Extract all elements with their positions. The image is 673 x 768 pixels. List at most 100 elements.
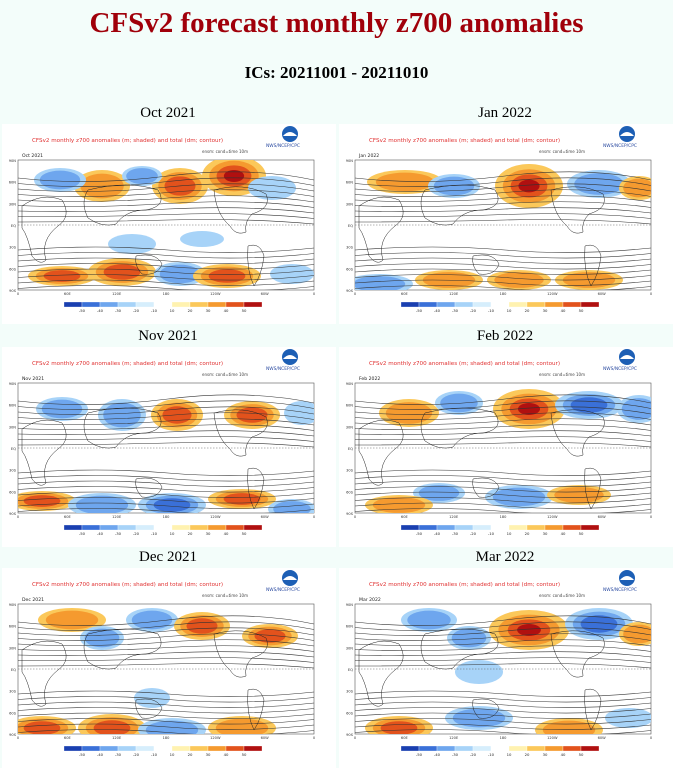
colorbar-tick-label: 20	[188, 531, 193, 536]
negative-anomaly	[440, 393, 478, 413]
colorbar-tick-label: 40	[224, 752, 229, 757]
colorbar-segment	[400, 745, 420, 752]
positive-anomaly	[372, 497, 426, 513]
panel-ensemble-text: ensm: cond=time 10m	[202, 149, 248, 154]
page-subtitle: ICs: 20211001 - 20211010	[244, 63, 429, 82]
contour-line	[355, 424, 651, 431]
lat-label: 30S	[9, 690, 17, 694]
lat-label: 30N	[9, 646, 17, 650]
lon-label: 60E	[401, 736, 409, 740]
colorbar-segment	[562, 745, 582, 752]
colorbar-tick-label: 30	[543, 752, 548, 757]
negative-anomaly	[159, 264, 201, 284]
colorbar-segment	[207, 524, 227, 531]
contour-line	[355, 436, 651, 442]
colorbar-tick-label: 10	[170, 308, 175, 313]
colorbar-tick-label: 40	[561, 308, 566, 313]
lat-label: 30N	[346, 202, 354, 206]
panel-org-text: NWS/NCEP/CPC	[603, 143, 637, 149]
contour-line	[18, 497, 314, 504]
colorbar-segment	[436, 301, 456, 308]
colorbar-segment	[454, 524, 474, 531]
lon-label: 0	[17, 515, 20, 519]
lon-label: 120W	[547, 292, 558, 296]
contour-line	[18, 491, 314, 498]
colorbar-segment	[117, 524, 137, 531]
lat-label: EQ	[11, 668, 16, 672]
colorbar-segment	[508, 524, 528, 531]
colorbar-tick-label: -40	[97, 752, 104, 757]
panel-month-tag: Dec 2021	[22, 597, 44, 603]
contour-line	[18, 279, 314, 286]
negative-anomaly	[153, 498, 191, 512]
positive-anomaly	[208, 269, 246, 283]
noaa-logo-icon	[620, 132, 634, 136]
lat-label: 90S	[346, 289, 354, 293]
panel-month-label: Jan 2022	[478, 105, 532, 121]
contour-line	[355, 491, 651, 498]
panel-ensemble-text: ensm: cond=time 10m	[539, 372, 585, 377]
colorbar-segment	[207, 745, 227, 752]
lon-label: 120E	[449, 736, 459, 740]
colorbar-tick-label: -30	[115, 308, 122, 313]
colorbar-tick-label: 50	[579, 308, 584, 313]
colorbar-tick-label: 20	[188, 752, 193, 757]
panel-ensemble-text: ensm: cond=time 10m	[539, 593, 585, 598]
lon-label: 60W	[261, 736, 270, 740]
anomaly-layer	[18, 608, 314, 734]
colorbar-segment	[225, 745, 245, 752]
contour-line	[355, 189, 651, 197]
contour-line	[355, 486, 651, 493]
colorbar-tick-label: 30	[206, 752, 211, 757]
colorbar-tick-label: -30	[115, 531, 122, 536]
lat-label: EQ	[348, 224, 353, 228]
colorbar-tick-label: 30	[206, 308, 211, 313]
lat-label: 90S	[9, 512, 17, 516]
noaa-logo-icon	[283, 576, 297, 580]
lat-label: EQ	[11, 447, 16, 451]
lon-label: 0	[354, 736, 357, 740]
lon-label: 0	[17, 292, 20, 296]
continent-outline	[213, 409, 268, 457]
colorbar-segment	[63, 301, 83, 308]
contour-line	[18, 252, 314, 259]
negative-anomaly	[574, 173, 624, 195]
lon-label: 60E	[64, 292, 72, 296]
colorbar-segment	[544, 524, 564, 531]
colorbar-segment	[562, 301, 582, 308]
colorbar-segment	[490, 301, 510, 308]
colorbar-segment	[544, 745, 564, 752]
continent-outline	[358, 640, 404, 707]
lat-label: 60N	[9, 404, 17, 408]
contour-line	[355, 723, 651, 730]
contour-line	[355, 645, 651, 652]
lat-label: 60N	[346, 404, 354, 408]
negative-anomaly	[39, 170, 81, 190]
lon-label: 180	[163, 736, 171, 740]
negative-anomaly	[134, 688, 170, 708]
colorbar-tick-label: 10	[507, 531, 512, 536]
contour-line	[18, 195, 314, 203]
colorbar-tick-label: -50	[79, 752, 86, 757]
colorbar-tick-label: -10	[488, 752, 495, 757]
contour-line	[18, 712, 314, 719]
contour-line	[355, 657, 651, 663]
continent-outline	[213, 186, 268, 234]
lat-label: 90S	[346, 733, 354, 737]
colorbar-segment	[243, 524, 263, 531]
colorbar-segment	[189, 301, 209, 308]
anomaly-layer	[18, 394, 314, 513]
contour-line	[355, 400, 651, 410]
negative-anomaly	[621, 398, 651, 420]
contour-line	[355, 201, 651, 208]
contour-line	[355, 701, 651, 708]
panel-month-tag: Nov 2021	[22, 376, 44, 382]
colorbar-segment	[243, 745, 263, 752]
lon-label: 120W	[210, 736, 221, 740]
colorbar-tick-label: 50	[579, 531, 584, 536]
contour-line	[18, 285, 314, 290]
continent-outline	[420, 184, 499, 226]
panel-month-label: Nov 2021	[138, 328, 198, 344]
contour-line	[355, 183, 651, 192]
lon-label: 180	[163, 515, 171, 519]
